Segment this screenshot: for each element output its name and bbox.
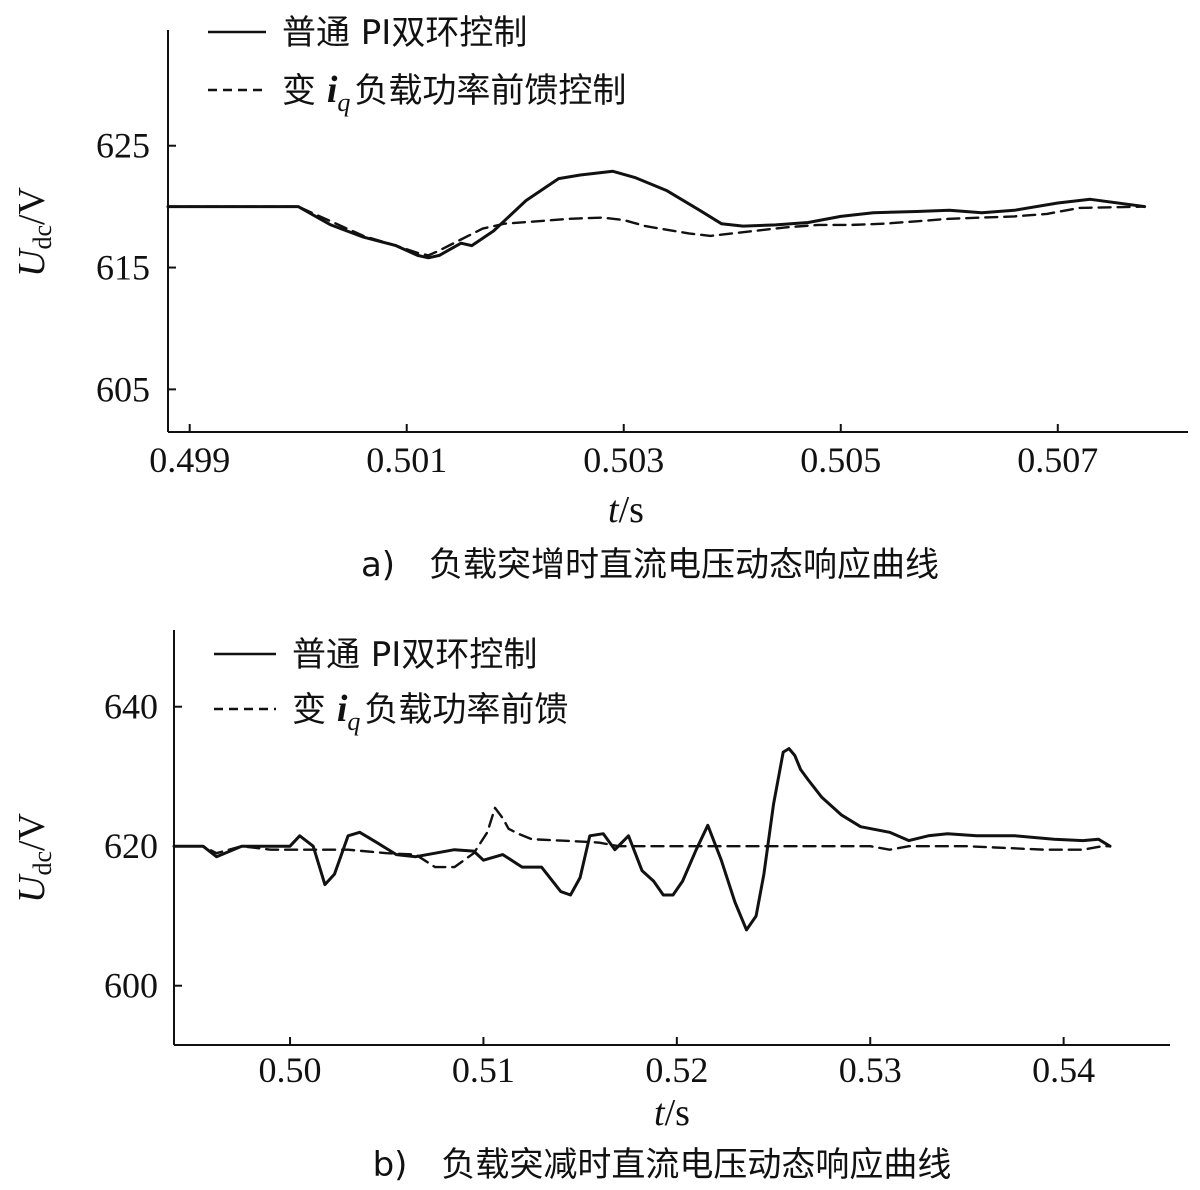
chart-a-legend-label-1: 普通 PI双环控制 [282, 13, 527, 53]
chart-a: 0.499 0.501 0.503 0.505 0.507 605 615 625 普通 P… [11, 13, 1188, 585]
chart-b-y-axis-label: Udc/V [11, 812, 57, 903]
chart-b: 0.50 0.51 0.52 0.53 0.54 600 620 640 普通 PI双环控制… [11, 630, 1170, 1185]
chart-b-caption: b) 负载突减时直流电压动态响应曲线 [373, 1145, 952, 1185]
chart-a-axes [167, 30, 1188, 433]
chart-a-legend: 普通 PI双环控制 变 iq 负载功率前馈控制 [208, 13, 626, 117]
chart-a-legend-label-2: 变 iq 负载功率前馈控制 [282, 69, 626, 117]
chart-b-x-tick-label: 0.50 [259, 1050, 322, 1090]
chart-b-series-feedforward [172, 806, 1112, 869]
chart-a-x-tick-label: 0.499 [149, 440, 230, 480]
chart-b-y-tick-label: 600 [104, 966, 158, 1006]
chart-a-y-tick-label: 605 [96, 369, 150, 409]
chart-b-x-ticks: 0.50 0.51 0.52 0.53 0.54 [259, 1037, 1095, 1090]
chart-b-series-pi-control [172, 747, 1112, 932]
chart-b-legend-entry-1: 普通 PI双环控制 [214, 635, 537, 675]
chart-a-y-tick-label: 615 [96, 248, 150, 288]
chart-a-x-ticks: 0.499 0.501 0.503 0.505 0.507 [149, 424, 1098, 480]
chart-a-y-tick-label: 625 [96, 126, 150, 166]
chart-a-legend-entry-2: 变 iq 负载功率前馈控制 [208, 69, 626, 117]
chart-b-x-axis-label: t/s [654, 1092, 690, 1134]
chart-b-x-tick-label: 0.54 [1032, 1050, 1095, 1090]
chart-a-x-axis-label: t/s [608, 489, 644, 531]
chart-b-legend-entry-2: 变 iq 负载功率前馈 [214, 688, 568, 736]
chart-b-legend-label-1: 普通 PI双环控制 [292, 635, 537, 675]
chart-a-x-tick-label: 0.505 [800, 440, 881, 480]
chart-b-x-tick-label: 0.52 [645, 1050, 708, 1090]
chart-b-y-tick-label: 640 [104, 687, 158, 727]
chart-b-lines [172, 747, 1112, 932]
chart-b-axes [173, 630, 1170, 1046]
chart-a-x-tick-label: 0.503 [583, 440, 664, 480]
chart-b-legend-label-2: 变 iq 负载功率前馈 [292, 688, 568, 736]
chart-b-x-tick-label: 0.51 [452, 1050, 515, 1090]
chart-a-legend-entry-1: 普通 PI双环控制 [208, 13, 527, 53]
chart-b-legend: 普通 PI双环控制 变 iq 负载功率前馈 [214, 635, 568, 736]
chart-a-series-feedforward [166, 205, 1146, 257]
chart-a-series-pi-control [166, 169, 1147, 260]
chart-a-caption: a) 负载突增时直流电压动态响应曲线 [361, 545, 939, 585]
chart-a-y-ticks: 605 615 625 [96, 126, 176, 409]
chart-a-x-tick-label: 0.501 [366, 440, 447, 480]
chart-a-lines [166, 169, 1147, 260]
chart-b-x-tick-label: 0.53 [839, 1050, 902, 1090]
chart-a-y-axis-label: Udc/V [11, 186, 57, 277]
chart-b-y-ticks: 600 620 640 [104, 687, 182, 1006]
chart-b-y-tick-label: 620 [104, 826, 158, 866]
chart-a-x-tick-label: 0.507 [1017, 440, 1098, 480]
